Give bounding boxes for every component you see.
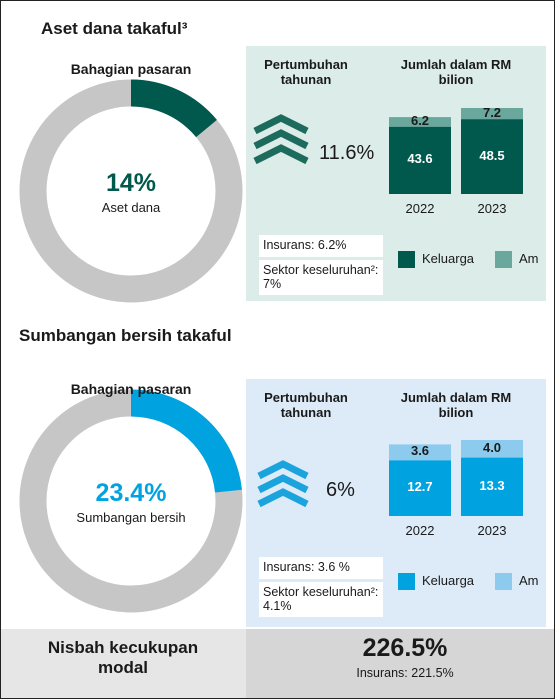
- section-title: Sumbangan bersih takaful: [19, 326, 232, 345]
- footer-left: [1, 629, 246, 698]
- bar-segment: [389, 460, 451, 516]
- note: Sektor keseluruhan²: 7%: [259, 260, 383, 295]
- x-label: 2022: [405, 201, 435, 216]
- legend-swatch: [398, 573, 415, 590]
- donut-wedge: [130, 79, 217, 138]
- bar-label: 4.0: [482, 439, 502, 455]
- legend-label: Keluarga: [422, 251, 475, 266]
- growth-value: 6%: [326, 479, 355, 501]
- share-value: 23.4%: [95, 479, 167, 507]
- legend-label: Am: [519, 573, 539, 588]
- bars-title: Jumlah dalam RM bilion: [400, 390, 512, 420]
- x-label: 2023: [477, 523, 507, 538]
- note: Insurans: 6.2%: [259, 235, 383, 257]
- bar-segment: [461, 108, 523, 120]
- bar-segment: [389, 117, 451, 127]
- bar-label: 7.2: [482, 104, 502, 120]
- bar-label: 43.6: [407, 151, 433, 167]
- x-label: 2023: [477, 201, 507, 216]
- share-label: Sumbangan bersih: [76, 510, 186, 525]
- bar-segment: [389, 444, 451, 461]
- legend-label: Am: [519, 251, 539, 266]
- share-label: Aset dana: [101, 200, 161, 215]
- share-title: Bahagian pasaran: [70, 61, 192, 77]
- footer-title: Nisbah kecukupan modal: [47, 638, 199, 677]
- note: Sektor keseluruhan²: 4.1%: [259, 582, 383, 617]
- section-title: Aset dana takaful³: [41, 19, 188, 38]
- growth-value: 11.6%: [319, 142, 375, 164]
- footer-note: Insurans: 221.5%: [356, 666, 454, 680]
- footer-value: 226.5%: [362, 634, 448, 662]
- note: Insurans: 3.6 %: [259, 557, 383, 579]
- share-value: 14%: [105, 169, 157, 197]
- bar-label: 48.5: [479, 147, 505, 163]
- growth-icon: [253, 114, 309, 165]
- bar-label: 6.2: [410, 112, 430, 128]
- bar-label: 13.3: [479, 477, 505, 493]
- growth-icon: [257, 460, 309, 508]
- bars-title: Jumlah dalam RM bilion: [400, 57, 512, 87]
- growth-title: Pertumbuhan tahunan: [264, 57, 348, 87]
- bar-label: 12.7: [407, 479, 433, 495]
- bar-label: 3.6: [410, 443, 430, 459]
- footer-right: [246, 629, 554, 698]
- x-label: 2022: [405, 523, 435, 538]
- legend-label: Keluarga: [422, 573, 475, 588]
- legend-swatch: [495, 251, 512, 268]
- bar-segment: [461, 119, 523, 194]
- bar-segment: [389, 126, 451, 194]
- legend-swatch: [495, 573, 512, 590]
- bar-segment: [461, 457, 523, 516]
- donut-wedge: [130, 389, 242, 493]
- bar-segment: [461, 440, 523, 458]
- share-title: Bahagian pasaran: [70, 381, 192, 397]
- legend-swatch: [398, 251, 415, 268]
- growth-title: Pertumbuhan tahunan: [264, 390, 348, 420]
